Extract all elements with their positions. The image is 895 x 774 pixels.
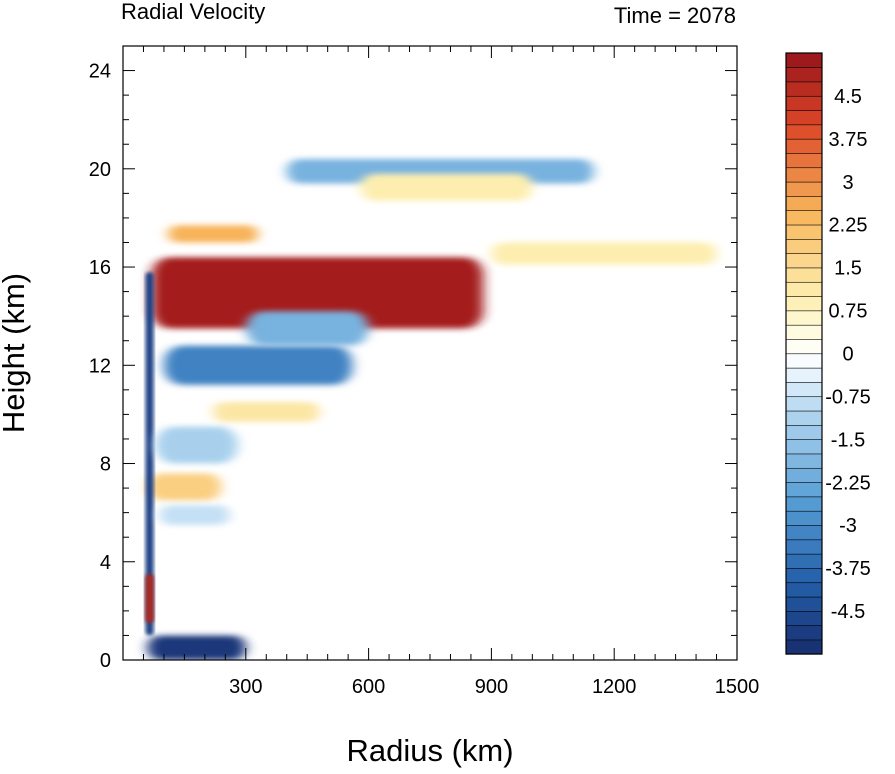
colorbar-box [785, 539, 823, 555]
field-feature-12 [155, 426, 238, 464]
colorbar-box [785, 481, 823, 498]
colorbar-box [785, 567, 823, 584]
colorbar-box [785, 138, 823, 154]
x-tick-label: 1200 [592, 676, 637, 698]
colorbar-box [785, 267, 823, 283]
field-feature-7 [360, 173, 533, 201]
colorbar-box [785, 510, 823, 526]
colorbar-box [785, 596, 823, 612]
colorbar-label: -2.25 [825, 472, 871, 494]
y-axis-label: Height (km) [0, 273, 31, 433]
colorbar-box [785, 424, 823, 440]
colorbar-label: 4.5 [834, 86, 862, 108]
field-feature-13 [159, 505, 230, 525]
colorbar-box [785, 238, 823, 254]
colorbar-box [785, 553, 823, 569]
colorbar-box [785, 295, 823, 312]
field-feature-0 [151, 257, 484, 329]
colorbar-box [785, 67, 823, 83]
colorbar-box [785, 610, 823, 626]
colorbar-box [785, 467, 823, 483]
x-tick-label: 1500 [715, 676, 760, 698]
field-feature-10 [145, 271, 154, 636]
colorbar-box [785, 381, 823, 398]
colorbar-box [785, 81, 823, 97]
colorbar-label: 3.75 [829, 129, 868, 151]
colorbar-label: -3 [839, 515, 857, 537]
colorbar-box [785, 95, 823, 111]
field-feature-3 [147, 635, 246, 660]
colorbar-box [785, 181, 823, 197]
colorbar-box [785, 625, 823, 641]
colorbar-label: 1.5 [834, 258, 862, 280]
x-tick-label: 900 [475, 676, 508, 698]
colorbar-box [785, 124, 823, 140]
field-feature-11 [145, 574, 154, 624]
colorbar-box [785, 152, 823, 169]
colorbar: 4.5 3.75 3 2.25 1.5 0.75 0 -0.75 -1.5 -2.25 -3 -3.7… [785, 52, 871, 655]
colorbar-box [785, 582, 823, 598]
colorbar-box [785, 453, 823, 469]
y-tick-label: 20 [89, 159, 111, 181]
colorbar-box [785, 281, 823, 297]
colorbar-box [785, 195, 823, 212]
colorbar-box [785, 396, 823, 412]
colorbar-label: -3.75 [825, 558, 871, 580]
colorbar-label: 0.75 [829, 301, 868, 323]
colorbar-box [785, 224, 823, 240]
colorbar-box [785, 338, 823, 355]
colorbar-box [785, 524, 823, 541]
colorbar-box [785, 410, 823, 426]
colorbar-box [785, 167, 823, 183]
y-axis: 0 4 8 12 16 20 24 [89, 45, 737, 672]
y-tick-label: 4 [100, 552, 111, 574]
colorbar-box [785, 109, 823, 126]
chart-subtitle: Time = 2078 [613, 3, 736, 28]
y-tick-label: 0 [100, 650, 111, 672]
field-feature-5 [168, 225, 259, 243]
colorbar-box [785, 324, 823, 340]
velocity-field [145, 158, 717, 660]
colorbar-box [785, 310, 823, 326]
colorbar-box [785, 496, 823, 512]
colorbar-label: -0.75 [825, 386, 871, 408]
colorbar-frame [785, 52, 823, 655]
field-feature-8 [147, 473, 222, 501]
field-feature-6 [491, 242, 717, 265]
colorbar-box [785, 210, 823, 226]
colorbar-box [785, 52, 823, 68]
x-tick-label: 600 [352, 676, 385, 698]
field-feature-2 [245, 311, 369, 346]
x-axis-label: Radius (km) [346, 733, 513, 768]
colorbar-box [785, 353, 823, 369]
field-feature-9 [213, 402, 320, 422]
y-tick-label: 8 [100, 454, 111, 476]
colorbar-box [785, 367, 823, 383]
y-tick-label: 12 [89, 355, 111, 377]
colorbar-label: -1.5 [831, 429, 865, 451]
field-feature-1 [163, 345, 353, 385]
colorbar-box [785, 253, 823, 269]
x-axis: 300 600 900 1200 1500 [142, 46, 760, 698]
y-tick-label: 24 [89, 61, 111, 83]
chart-title: Radial Velocity [121, 0, 266, 24]
colorbar-box [785, 639, 823, 655]
colorbar-label: 0 [842, 344, 853, 366]
x-tick-label: 300 [229, 676, 262, 698]
colorbar-label: -4.5 [831, 601, 865, 623]
colorbar-box [785, 439, 823, 455]
colorbar-label: 3 [842, 172, 853, 194]
y-tick-label: 16 [89, 257, 111, 279]
colorbar-label: 2.25 [829, 215, 868, 237]
